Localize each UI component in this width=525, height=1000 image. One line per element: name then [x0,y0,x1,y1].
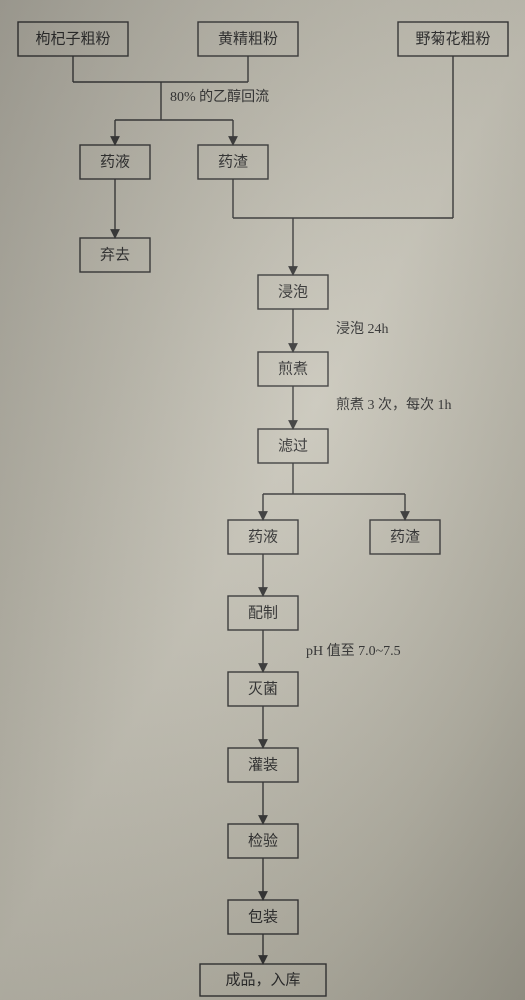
node-jianyan: 检验 [228,824,298,858]
node-gouqizi: 枸杞子粗粉 [18,22,128,56]
node-jinpao: 浸泡 [258,275,328,309]
node-huangjing: 黄精粗粉 [198,22,298,56]
node-label-yaoye1: 药液 [100,153,130,170]
node-yejuhua: 野菊花粗粉 [398,22,508,56]
node-miejun: 灭菌 [228,672,298,706]
node-baozhuang: 包装 [228,900,298,934]
node-label-jianyan: 检验 [248,832,278,849]
node-label-qiqu: 弃去 [100,246,130,263]
node-label-jianezhu: 煎煮 [278,360,308,377]
flowchart: 枸杞子粗粉黄精粗粉野菊花粗粉药液药渣弃去浸泡煎煮滤过药液药渣配制灭菌灌装检验包装… [0,0,525,1000]
node-label-huangjing: 黄精粗粉 [218,30,278,47]
node-label-yaozha2: 药渣 [390,528,420,545]
annotation-boil3: 煎煮 3 次，每次 1h [336,397,452,413]
node-jianezhu: 煎煮 [258,352,328,386]
node-chengpin: 成品，入库 [200,964,326,996]
node-label-guanzhuang: 灌装 [248,756,278,773]
node-label-gouqizi: 枸杞子粗粉 [35,30,110,47]
node-yaoye2: 药液 [228,520,298,554]
node-label-miejun: 灭菌 [248,680,278,697]
node-guanzhuang: 灌装 [228,748,298,782]
edges-layer [73,56,453,964]
node-peizhi: 配制 [228,596,298,630]
node-label-luguo: 滤过 [278,437,308,454]
node-luguo: 滤过 [258,429,328,463]
node-label-yaozha1: 药渣 [218,153,248,170]
node-label-peizhi: 配制 [248,604,278,621]
annotation-ph: pH 值至 7.0~7.5 [306,643,401,659]
node-label-chengpin: 成品，入库 [225,971,300,988]
node-label-yejuhua: 野菊花粗粉 [415,30,490,47]
annotations-layer: 80% 的乙醇回流浸泡 24h 煎煮 3 次，每次 1h pH 值至 7.0~7.5 [170,88,452,659]
node-yaozha1: 药渣 [198,145,268,179]
node-yaozha2: 药渣 [370,520,440,554]
annotation-soak24: 浸泡 24h [336,321,389,337]
node-yaoye1: 药液 [80,145,150,179]
node-label-jinpao: 浸泡 [278,283,308,300]
node-qiqu: 弃去 [80,238,150,272]
annotation-ethanol: 80% 的乙醇回流 [170,88,269,105]
node-label-yaoye2: 药液 [248,528,278,545]
node-label-baozhuang: 包装 [248,908,278,925]
